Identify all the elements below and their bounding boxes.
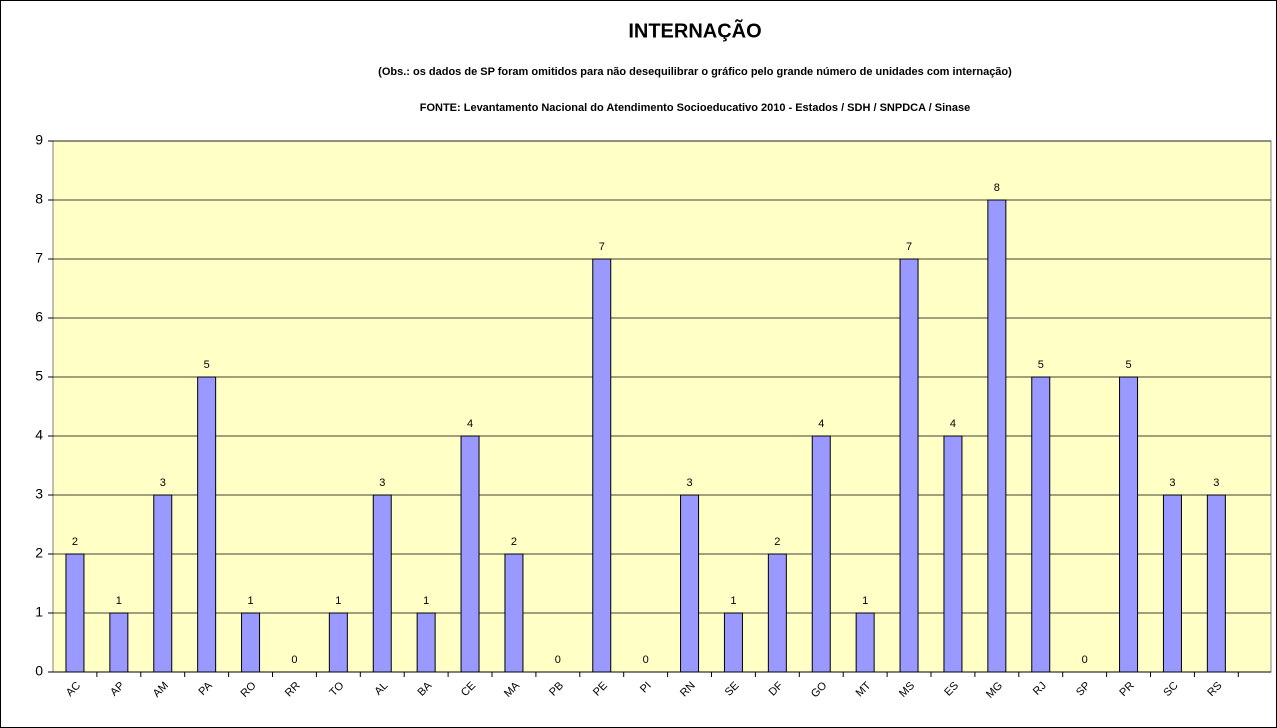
value-label: 0 <box>555 654 561 666</box>
value-label: 4 <box>467 418 473 430</box>
value-label: 1 <box>335 595 341 607</box>
bar <box>372 494 392 673</box>
value-label: 5 <box>1038 359 1044 371</box>
bar <box>1119 376 1139 673</box>
value-label: 2 <box>511 536 517 548</box>
bar <box>899 258 919 673</box>
value-label: 7 <box>906 241 912 253</box>
y-tick-label: 2 <box>35 545 43 561</box>
bar <box>416 612 436 673</box>
value-label: 1 <box>116 595 122 607</box>
value-label: 4 <box>818 418 824 430</box>
value-label: 3 <box>160 477 166 489</box>
y-tick-label: 8 <box>35 191 43 207</box>
bar <box>197 376 217 673</box>
bar <box>1031 376 1051 673</box>
y-tick-label: 6 <box>35 309 43 325</box>
value-label: 1 <box>423 595 429 607</box>
bar <box>65 553 85 673</box>
bar <box>680 494 700 673</box>
value-label: 3 <box>1169 477 1175 489</box>
bar <box>1206 494 1226 673</box>
bar <box>460 435 480 673</box>
bar <box>241 612 261 673</box>
bar <box>153 494 173 673</box>
value-label: 0 <box>643 654 649 666</box>
y-tick-label: 1 <box>35 604 43 620</box>
bar <box>592 258 612 673</box>
plot-area <box>52 140 1272 673</box>
bar <box>109 612 129 673</box>
value-label: 2 <box>774 536 780 548</box>
value-label: 5 <box>1125 359 1131 371</box>
y-tick-label: 3 <box>35 486 43 502</box>
value-label: 1 <box>862 595 868 607</box>
bar <box>1162 494 1182 673</box>
y-tick-label: 4 <box>35 427 43 443</box>
value-label: 3 <box>686 477 692 489</box>
bar <box>855 612 875 673</box>
y-tick-label: 9 <box>35 132 43 148</box>
value-label: 1 <box>247 595 253 607</box>
bar <box>504 553 524 673</box>
chart-source: FONTE: Levantamento Nacional do Atendime… <box>420 102 971 114</box>
value-label: 0 <box>1082 654 1088 666</box>
bar <box>767 553 787 673</box>
bar <box>723 612 743 673</box>
y-tick-label: 7 <box>35 250 43 266</box>
y-tick-label: 0 <box>35 663 43 679</box>
value-label: 5 <box>204 359 210 371</box>
bar <box>943 435 963 673</box>
y-tick-label: 5 <box>35 368 43 384</box>
value-label: 0 <box>291 654 297 666</box>
bar <box>811 435 831 673</box>
value-label: 7 <box>599 241 605 253</box>
chart-subtitle: (Obs.: os dados de SP foram omitidos par… <box>378 66 1012 78</box>
value-label: 2 <box>72 536 78 548</box>
value-label: 3 <box>379 477 385 489</box>
value-label: 1 <box>730 595 736 607</box>
value-label: 4 <box>950 418 956 430</box>
value-label: 3 <box>1213 477 1219 489</box>
value-label: 8 <box>994 182 1000 194</box>
bar <box>987 199 1007 673</box>
bar <box>328 612 348 673</box>
chart-title: INTERNAÇÃO <box>628 19 761 42</box>
